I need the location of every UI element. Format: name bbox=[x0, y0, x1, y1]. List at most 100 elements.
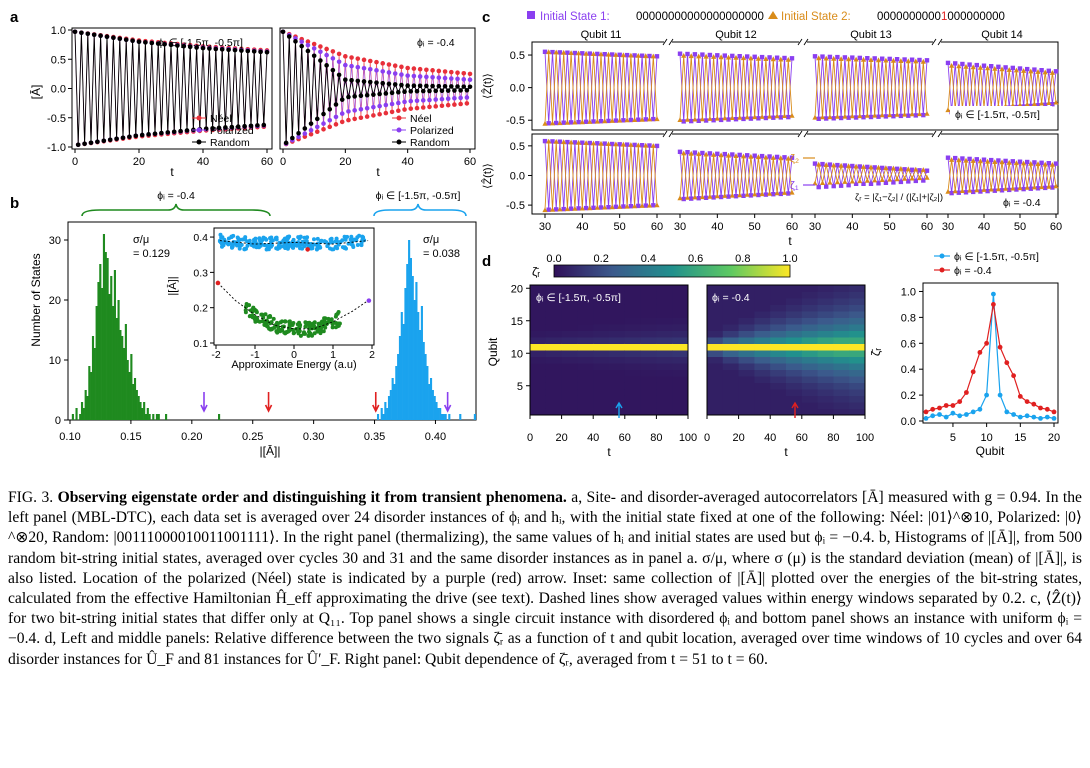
inset-point bbox=[281, 324, 286, 329]
heatmap-cell bbox=[640, 402, 657, 409]
state2-point bbox=[913, 58, 919, 64]
state2-point bbox=[967, 187, 973, 193]
histogram-bar bbox=[380, 408, 383, 420]
heatmap-cell bbox=[530, 402, 547, 409]
y-tick-label: 5 bbox=[517, 381, 523, 393]
state1-point bbox=[894, 57, 900, 62]
y-tick-label: 0.0 bbox=[510, 83, 525, 95]
data-point bbox=[445, 96, 451, 102]
state1-point bbox=[703, 118, 709, 123]
data-point bbox=[1024, 399, 1030, 404]
state2-point bbox=[624, 203, 630, 209]
data-point bbox=[467, 84, 473, 90]
x-tick-label: 60 bbox=[651, 221, 663, 233]
panel-c: Initial State 1: 00000000000000000000 In… bbox=[481, 11, 1062, 248]
state2-point bbox=[681, 150, 687, 156]
y-tick-label: 20 bbox=[511, 283, 523, 295]
state2-point bbox=[857, 113, 863, 119]
state1-point bbox=[636, 117, 641, 122]
data-point bbox=[302, 126, 308, 131]
heatmap-middle bbox=[706, 284, 866, 416]
colorbar-tick-label: 0.8 bbox=[735, 253, 750, 265]
data-point bbox=[420, 105, 426, 110]
data-point bbox=[286, 34, 292, 39]
state1-point bbox=[741, 116, 746, 122]
heatmap-cell bbox=[561, 376, 578, 383]
state1-point bbox=[883, 180, 889, 185]
state2-point bbox=[744, 114, 750, 120]
data-point bbox=[430, 74, 435, 80]
data-point bbox=[283, 140, 289, 146]
data-point bbox=[461, 70, 467, 76]
state1-point bbox=[996, 64, 1001, 69]
heatmap-cell bbox=[609, 311, 626, 318]
heatmap-cell bbox=[817, 402, 834, 409]
heatmap-cell bbox=[561, 369, 578, 377]
histogram-bar bbox=[406, 264, 409, 420]
state1-point bbox=[820, 54, 825, 59]
state2-point bbox=[722, 193, 728, 198]
heatmap-cell bbox=[754, 285, 771, 292]
heatmap-cell bbox=[754, 298, 771, 305]
state2-point bbox=[816, 55, 822, 61]
state2-point bbox=[1024, 101, 1030, 107]
heatmap-cell bbox=[624, 343, 642, 351]
heatmap-cell bbox=[545, 291, 563, 299]
histogram-bar bbox=[128, 372, 131, 420]
heatmap-cell bbox=[801, 382, 819, 390]
heatmap-cell bbox=[770, 291, 787, 299]
state1-point bbox=[894, 166, 900, 171]
state2-point bbox=[963, 64, 969, 69]
data-point bbox=[367, 67, 373, 72]
heatmap-cell bbox=[817, 285, 834, 292]
panel-a-right-plot bbox=[280, 29, 473, 147]
state2-point bbox=[902, 111, 908, 117]
panel-b-xlabel: |[Ā]| bbox=[260, 444, 281, 458]
state1-point bbox=[763, 115, 769, 121]
state2-point bbox=[963, 157, 969, 163]
histogram-bar bbox=[122, 348, 126, 420]
inset-point bbox=[291, 331, 296, 336]
heatmap-cell bbox=[545, 337, 563, 344]
heatmap-cell bbox=[722, 291, 740, 299]
panel-d: 0.0 0.2 0.4 0.6 0.8 1.0 ζ̄ᵣ 0 20 40 60 80 100 0 20 40… bbox=[486, 251, 1060, 459]
state1-point bbox=[945, 60, 951, 66]
data-point bbox=[433, 104, 439, 109]
qubit-title: Qubit 11 bbox=[581, 29, 622, 41]
inset-point bbox=[334, 312, 339, 317]
heatmap-cell bbox=[833, 350, 850, 357]
heatmap-cell bbox=[656, 356, 673, 364]
inset-point bbox=[325, 244, 330, 249]
x-tick-label: 10 bbox=[981, 432, 993, 444]
heatmap-cell bbox=[672, 369, 689, 377]
x-tick-label: 0.10 bbox=[59, 431, 80, 443]
data-point bbox=[165, 130, 171, 135]
data-point bbox=[251, 49, 257, 54]
x-tick-label: 20 bbox=[133, 156, 145, 168]
state1-point bbox=[737, 54, 742, 59]
x-tick-label: 40 bbox=[587, 432, 599, 444]
state1-point bbox=[838, 115, 844, 121]
heatmap-cell bbox=[770, 343, 787, 351]
state1-point bbox=[576, 206, 581, 211]
data-point bbox=[424, 74, 429, 80]
heatmap-cell bbox=[849, 402, 866, 409]
heatmap-cell bbox=[593, 304, 610, 312]
heatmap-left-tag: ϕᵢ ∈ [-1.5π, -0.5π] bbox=[536, 292, 621, 304]
heatmap-cell bbox=[656, 317, 673, 325]
state1-point bbox=[960, 61, 965, 67]
x-tick-label: 5 bbox=[950, 432, 956, 444]
histogram-bar bbox=[417, 312, 420, 420]
histogram-bar bbox=[413, 300, 416, 420]
panel-d-mid-xlabel: t bbox=[784, 445, 788, 459]
heatmap-cell bbox=[817, 298, 834, 305]
panel-c-xlabel: t bbox=[788, 234, 792, 248]
heatmap-cell bbox=[786, 304, 803, 312]
data-point bbox=[314, 129, 320, 135]
state2-point bbox=[707, 116, 713, 121]
x-tick-label: 40 bbox=[846, 221, 858, 233]
state1-point bbox=[617, 52, 622, 57]
y-tick-label: -0.5 bbox=[47, 113, 66, 125]
state2-point bbox=[688, 150, 694, 156]
data-point bbox=[136, 39, 142, 44]
